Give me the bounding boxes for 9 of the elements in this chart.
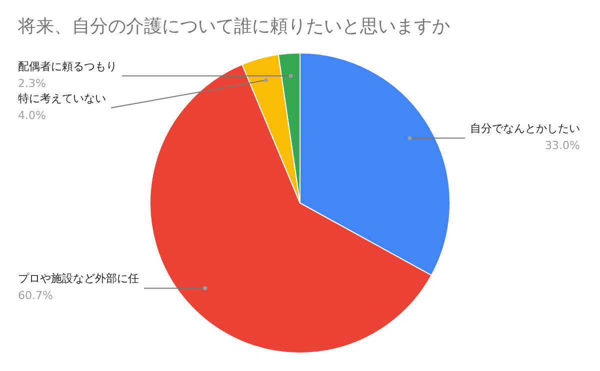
title: 将来、自分の介護について誰に頼りたいと思いますか bbox=[18, 16, 450, 37]
slice-label: 特に考えていない bbox=[18, 92, 106, 105]
slice-label: 自分でなんとかしたい bbox=[470, 122, 580, 136]
data-label: 2.3% bbox=[18, 76, 46, 90]
slice-label: プロや施設など外部に任 bbox=[18, 272, 139, 286]
data-label: 60.7% bbox=[18, 289, 53, 302]
slice-label: 配偶者に頼るつもり bbox=[18, 60, 117, 73]
data-label: 4.0% bbox=[18, 108, 46, 122]
data-label: 33.0% bbox=[545, 139, 580, 152]
